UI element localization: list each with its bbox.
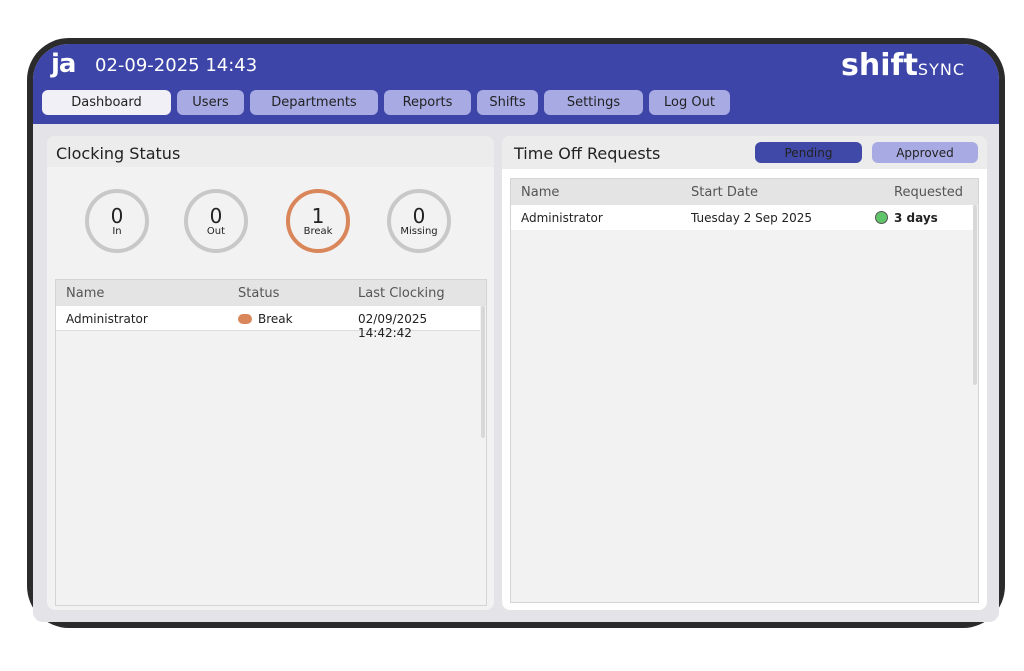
column-start-date[interactable]: Start Date bbox=[691, 185, 758, 200]
requested-text: 3 days bbox=[894, 211, 938, 225]
column-last-clocking[interactable]: Last Clocking bbox=[358, 286, 445, 301]
panel-title: Clocking Status bbox=[56, 144, 181, 163]
table-row[interactable]: Administrator Tuesday 2 Sep 2025 3 days bbox=[511, 205, 973, 230]
counter-label: Out bbox=[206, 225, 226, 237]
approved-filter-button[interactable]: Approved bbox=[872, 142, 978, 163]
brand-main: shift bbox=[841, 48, 918, 83]
clocking-table: Name Status Last Clocking Administrator … bbox=[55, 279, 487, 606]
app-screen: ja 02-09-2025 14:43 shiftSYNC Dashboard … bbox=[33, 44, 999, 622]
counter-value: 0 bbox=[110, 203, 124, 228]
tab-reports[interactable]: Reports bbox=[384, 90, 471, 115]
row-name: Administrator bbox=[66, 312, 148, 326]
column-requested[interactable]: Requested bbox=[894, 185, 964, 200]
tab-departments[interactable]: Departments bbox=[250, 90, 378, 115]
tab-dashboard[interactable]: Dashboard bbox=[42, 90, 171, 115]
counter-break[interactable]: 1 Break bbox=[286, 189, 350, 253]
table-header: Name Status Last Clocking bbox=[56, 280, 486, 306]
time-off-table: Name Start Date Requested Administrator … bbox=[510, 178, 979, 603]
tab-settings[interactable]: Settings bbox=[544, 90, 643, 115]
row-status: Break bbox=[238, 312, 293, 326]
brand-logo: shiftSYNC bbox=[841, 48, 965, 83]
row-requested: 3 days bbox=[875, 211, 938, 225]
column-name[interactable]: Name bbox=[521, 185, 560, 200]
counter-label: Break bbox=[303, 225, 333, 237]
column-status[interactable]: Status bbox=[238, 286, 280, 301]
tab-shifts[interactable]: Shifts bbox=[477, 90, 538, 115]
log-out-button[interactable]: Log Out bbox=[649, 90, 730, 115]
pending-filter-button[interactable]: Pending bbox=[755, 142, 862, 163]
panel-header bbox=[47, 136, 494, 167]
brand-sub: SYNC bbox=[917, 60, 965, 79]
row-last-clocking: 02/09/2025 14:42:42 bbox=[358, 312, 428, 340]
table-header: Name Start Date Requested bbox=[511, 179, 978, 205]
break-status-icon bbox=[238, 314, 252, 324]
counter-label: In bbox=[112, 225, 122, 237]
time-off-panel: Time Off Requests Pending Approved Name … bbox=[502, 136, 987, 610]
counter-out[interactable]: 0 Out bbox=[184, 189, 248, 253]
counter-in[interactable]: 0 In bbox=[85, 189, 149, 253]
counter-label: Missing bbox=[400, 225, 438, 237]
approved-indicator-icon bbox=[875, 211, 888, 224]
panel-title: Time Off Requests bbox=[514, 144, 661, 163]
clocking-status-panel: Clocking Status 0 In 0 Out 1 Break 0 Missing… bbox=[47, 136, 494, 610]
row-start-date: Tuesday 2 Sep 2025 bbox=[691, 211, 813, 225]
table-row[interactable]: Administrator Break 02/09/2025 14:42:42 bbox=[56, 306, 480, 340]
column-name[interactable]: Name bbox=[66, 286, 105, 301]
counter-value: 0 bbox=[209, 203, 223, 228]
user-logo: ja bbox=[51, 49, 76, 79]
status-text: Break bbox=[258, 312, 293, 326]
row-name: Administrator bbox=[521, 211, 603, 225]
counter-value: 1 bbox=[311, 203, 325, 228]
header: ja 02-09-2025 14:43 shiftSYNC Dashboard … bbox=[33, 44, 999, 124]
tab-users[interactable]: Users bbox=[177, 90, 244, 115]
scrollbar[interactable] bbox=[481, 306, 485, 438]
current-datetime: 02-09-2025 14:43 bbox=[95, 55, 258, 76]
counter-value: 0 bbox=[412, 203, 426, 228]
counter-missing[interactable]: 0 Missing bbox=[387, 189, 451, 253]
main-nav: Dashboard Users Departments Reports Shif… bbox=[42, 90, 730, 115]
scrollbar[interactable] bbox=[973, 205, 977, 385]
